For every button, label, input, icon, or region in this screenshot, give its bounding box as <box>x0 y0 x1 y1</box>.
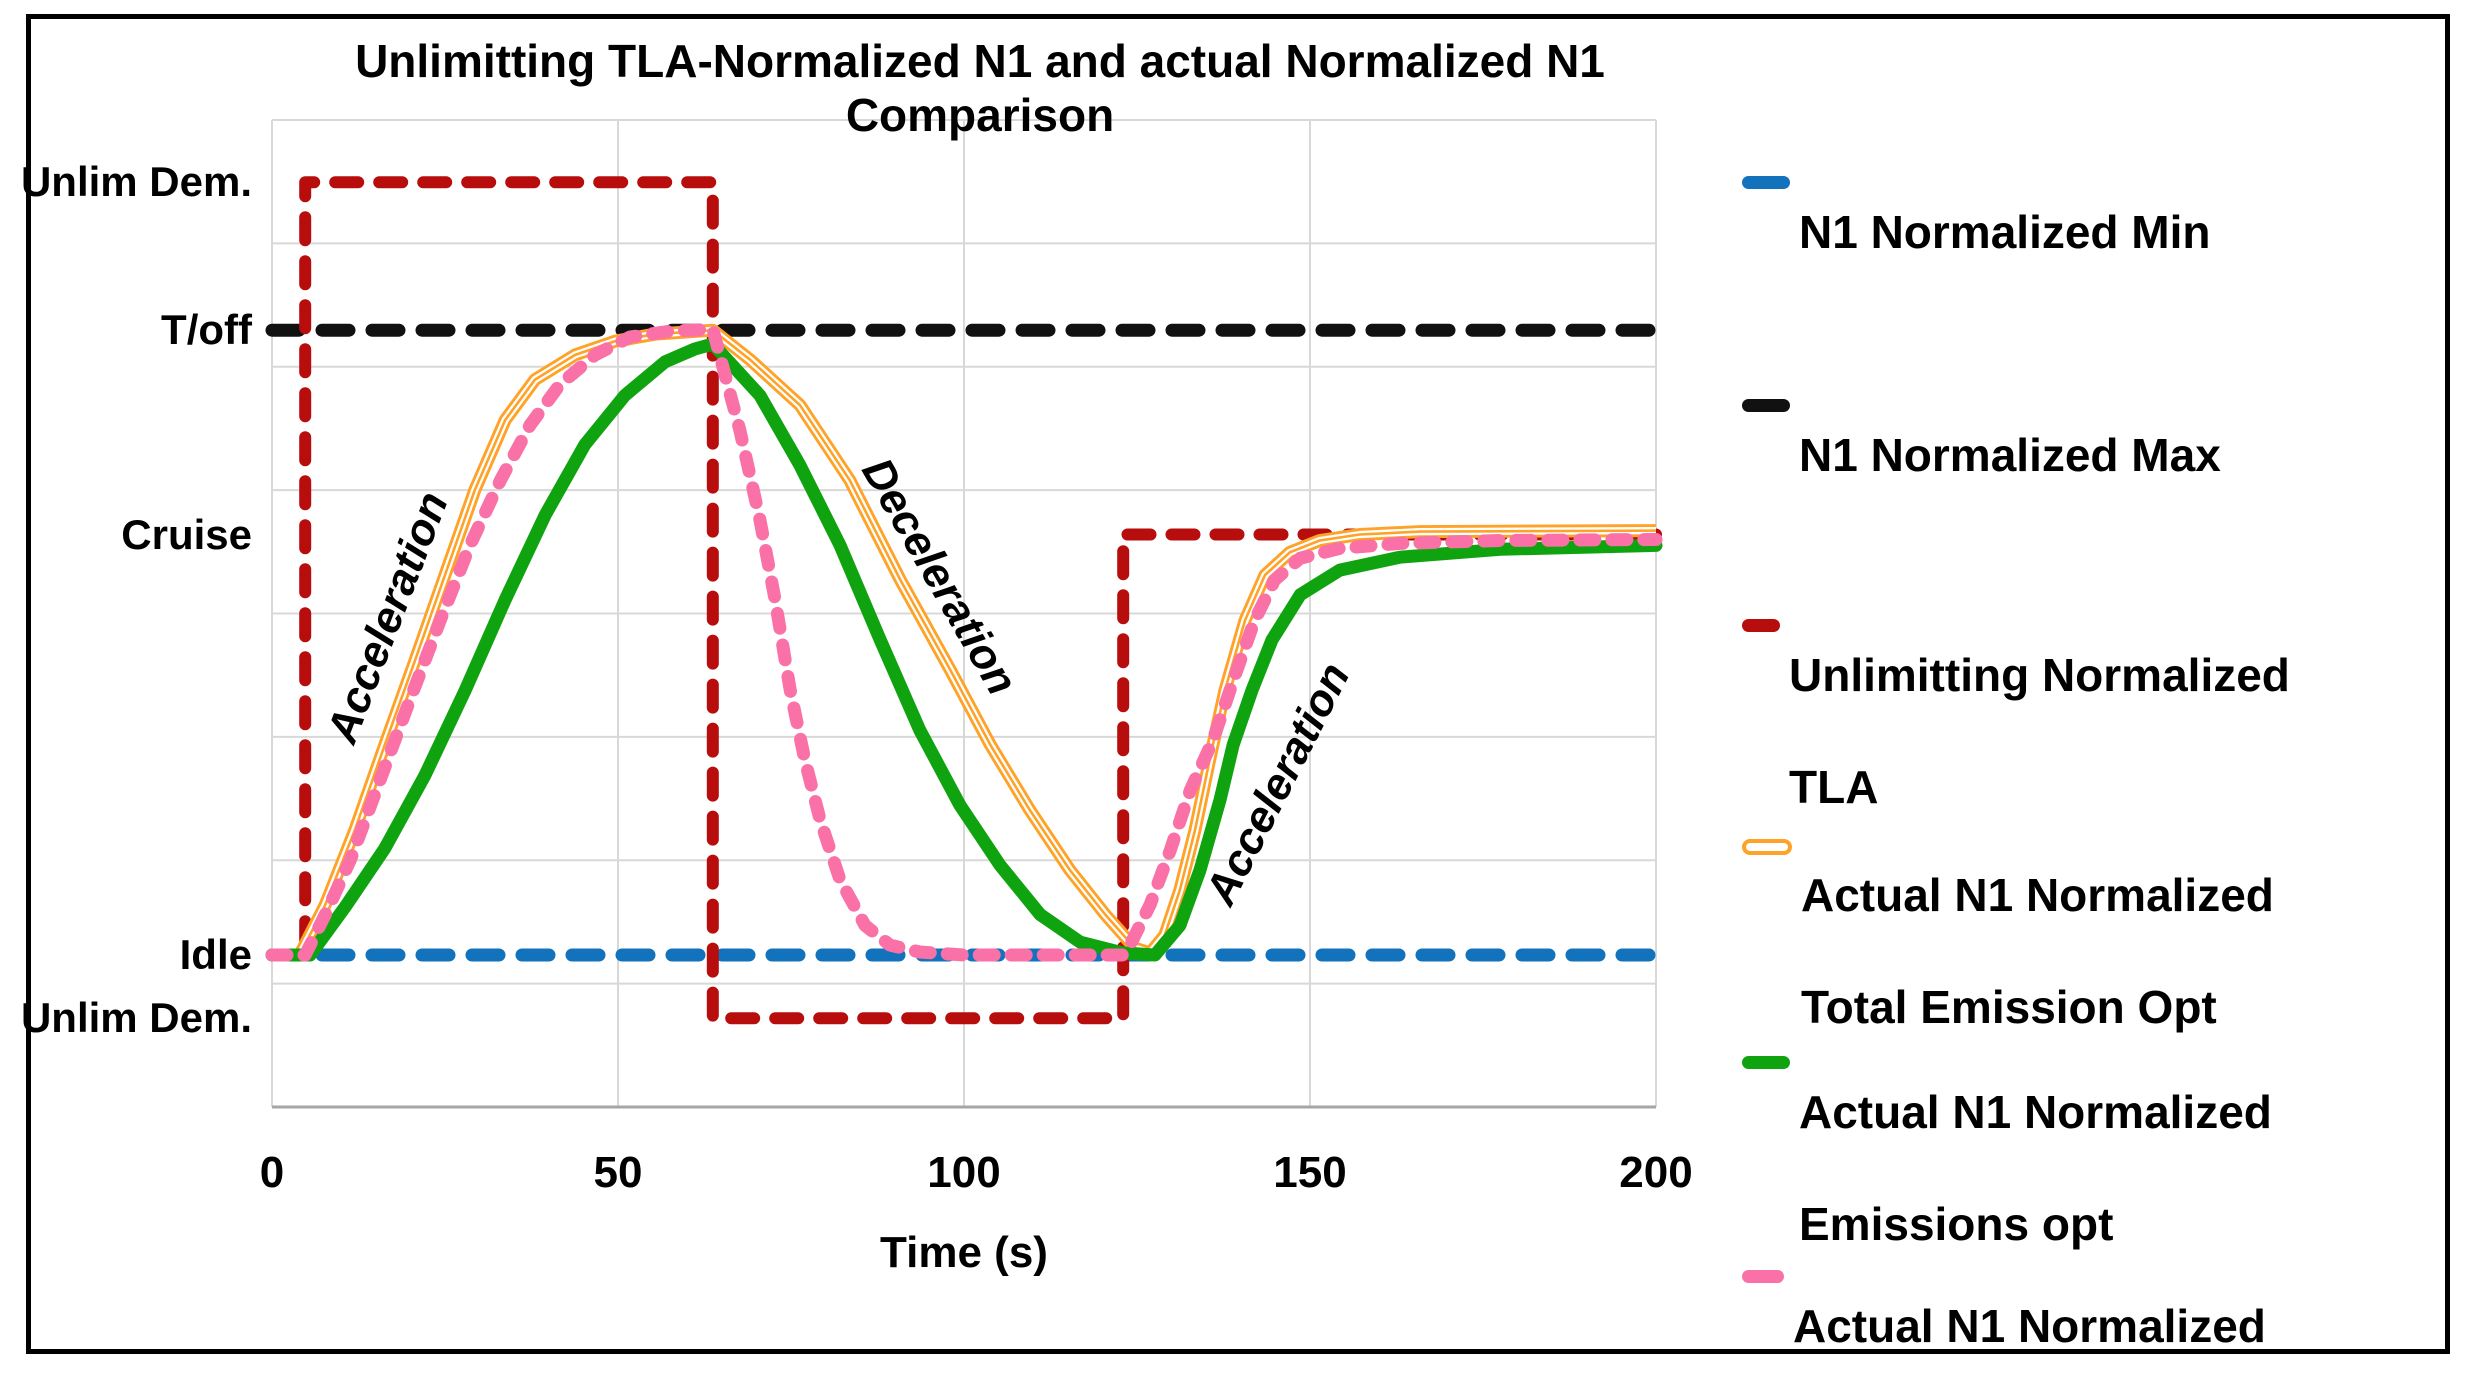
legend-item-actual-n1: Actual N1 Normalized <box>1742 1270 2266 1382</box>
x-axis-tick: 0 <box>259 1148 285 1197</box>
y-axis-label: Unlim Dem. <box>20 158 252 206</box>
legend-item-unlim-tla: Unlimitting Normalized TLA <box>1742 619 2290 843</box>
series-total-emission-opt-core <box>272 328 1657 957</box>
legend-label: Actual N1 Normalized <box>1793 1300 2266 1352</box>
legend-marker-actual-n1 <box>1742 1270 1784 1283</box>
y-axis-label: Idle <box>179 931 252 978</box>
legend-marker-unlim-tla <box>1742 619 1780 632</box>
legend-label: Actual N1 Normalized <box>1799 1086 2272 1138</box>
legend-item-emissions-opt: Actual N1 Normalized Emissions opt <box>1742 1056 2272 1280</box>
legend-label: N1 Normalized Min <box>1799 206 2211 258</box>
x-axis-title: Time (s) <box>880 1228 1048 1277</box>
y-axis-label: Cruise <box>121 510 252 558</box>
x-axis-tick: 200 <box>1619 1148 1693 1197</box>
chart-title: Unlimitting TLA-Normalized N1 and actual… <box>355 35 1605 141</box>
y-axis-label: Unlim Dem. <box>20 994 252 1042</box>
legend-label: N1 Normalized Max <box>1799 429 2221 481</box>
series-actual-n1 <box>265 322 1663 962</box>
x-axis-tick: 50 <box>593 1148 643 1197</box>
series-unlim-tla <box>266 176 1662 1025</box>
legend-marker-emissions-opt <box>1742 1056 1790 1069</box>
series-emissions-opt <box>265 337 1663 962</box>
x-axis-tick: 150 <box>1273 1148 1347 1197</box>
legend-label: TLA <box>1789 761 1879 813</box>
legend-label: Unlimitting Normalized <box>1789 649 2290 701</box>
legend-item-n1-min: N1 Normalized Min <box>1742 176 2211 288</box>
legend-marker-n1-max <box>1742 399 1790 412</box>
legend-marker-n1-min <box>1742 176 1790 189</box>
legend-label: Emissions opt <box>1799 1198 2114 1250</box>
annotation-deceleration: Deceleration <box>852 450 1026 703</box>
y-axis-label: T/off <box>161 306 252 354</box>
legend-label: Total Emission Opt <box>1801 981 2217 1033</box>
legend-item-n1-max: N1 Normalized Max <box>1742 399 2221 511</box>
legend-label: Actual N1 Normalized <box>1801 869 2274 921</box>
x-axis-tick: 100 <box>927 1148 1001 1197</box>
legend-item-total-emission-opt: Actual N1 Normalized Total Emission Opt <box>1742 839 2274 1063</box>
legend-marker-total-emission-opt <box>1742 839 1792 855</box>
